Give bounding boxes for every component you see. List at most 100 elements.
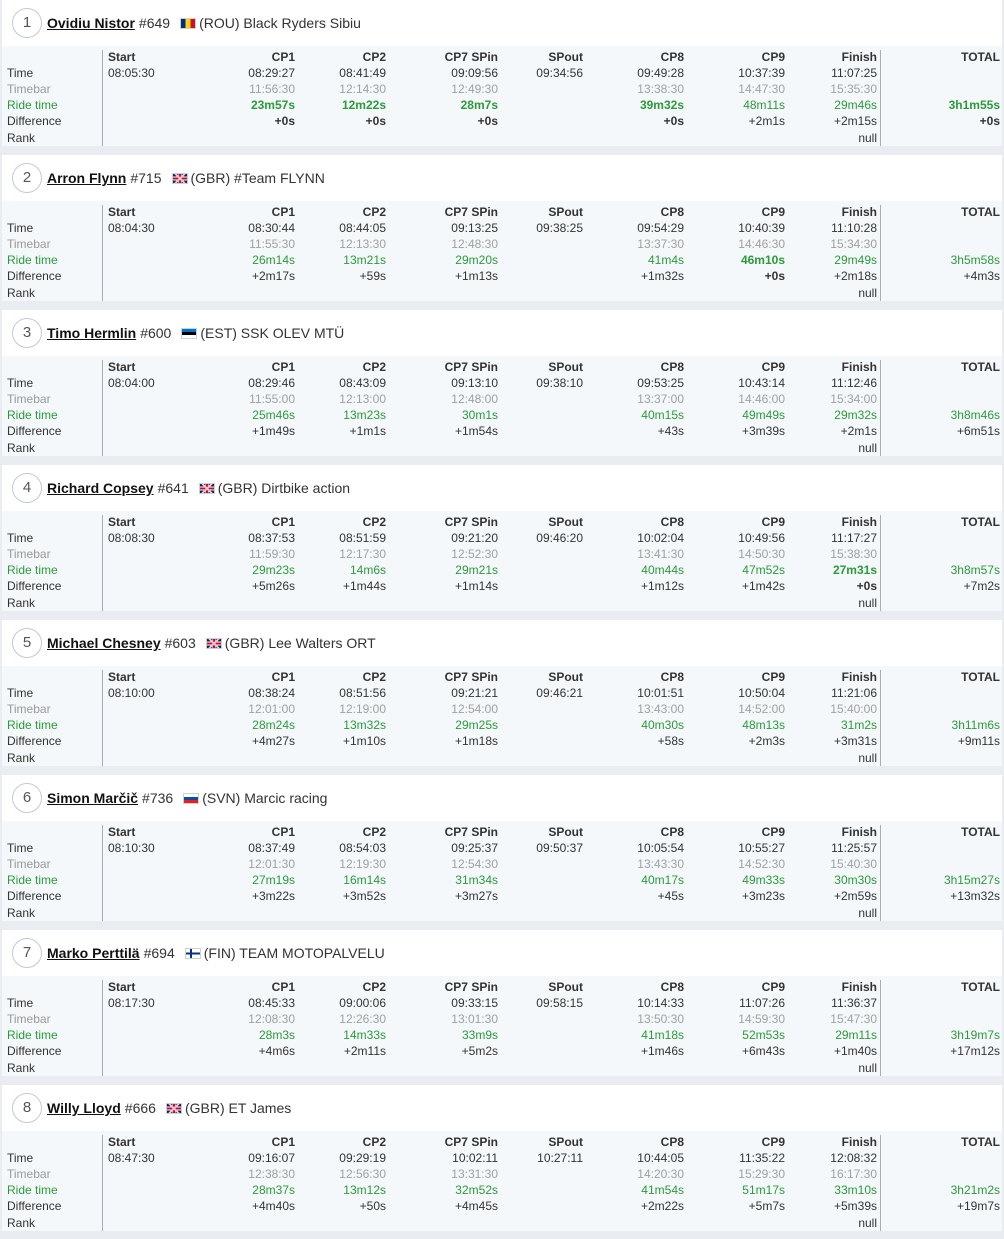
column-cp1: CP1 08:37:53 11:59:30 29m23s +5m26s [205,511,295,611]
time-value: 08:41:49 [339,66,386,80]
column-header: Finish [841,825,877,839]
ride-time-row-label: Ride time [7,563,58,577]
timebar-value: 12:13:30 [339,237,386,251]
ride-time-value: 3h21m2s [950,1183,1000,1197]
time-value: 10:40:39 [738,221,785,235]
column-header: CP2 [362,825,386,839]
difference-value: +1m32s [640,269,684,283]
difference-value: +1m46s [640,1044,684,1058]
difference-value: +9m11s [957,734,1000,748]
column-cp9: CP9 11:35:22 15:29:30 51m17s +5m7s [695,1131,785,1231]
difference-row-label: Difference [7,269,62,283]
time-value: 08:38:24 [248,686,295,700]
ride-time-value: 29m46s [834,98,877,112]
time-value: 10:44:05 [637,1151,684,1165]
rider-team: #Team FLYNN [230,170,325,186]
ride-time-value: 13m21s [343,253,386,267]
rider-name-link[interactable]: Arron Flynn [47,170,127,186]
start-column: Start 08:05:30 [108,46,188,146]
time-row-label: Time [7,686,34,700]
rider-number: #649 [138,15,171,31]
rider-number: #715 [130,170,162,186]
column-header: CP2 [362,360,386,374]
ride-time-value: 28m37s [252,1183,295,1197]
rank-value: null [858,131,877,145]
column-finish: Finish 11:17:27 15:38:30 27m31s +0s null [787,511,877,611]
ride-time-value: 14m6s [349,563,386,577]
column-header: CP2 [362,980,386,994]
divider [880,980,881,1076]
ride-time-value: 30m30s [834,873,877,887]
rider-info: Arron Flynn #715 (GBR) #Team FLYNN [47,170,325,186]
ride-time-row-label: Ride time [7,253,58,267]
timebar-value: 12:54:30 [451,857,498,871]
column-cp1: CP1 09:16:07 12:38:30 28m37s +4m40s [205,1131,295,1231]
time-value: 09:00:06 [339,996,386,1010]
results-panel: Time Timebar Ride time Difference Rank Start 0… [2,511,1002,611]
column-header: CP8 [660,515,684,529]
start-column: Start 08:08:30 [108,511,188,611]
column-cp7-spin: CP7 SPin 10:02:11 13:31:30 32m52s +4m45s [408,1131,498,1231]
ride-time-value: 3h5m58s [950,253,1000,267]
gbr-flag-icon [205,638,222,649]
start-time: 08:04:00 [108,376,155,390]
start-time: 08:17:30 [108,996,155,1010]
column-cp9: CP9 10:50:04 14:52:00 48m13s +2m3s [695,666,785,766]
rider-name-link[interactable]: Timo Hermlin [47,325,137,341]
start-header: Start [108,670,136,684]
rider-name-link[interactable]: Ovidiu Nistor [47,15,135,31]
column-spout: SPout 09:58:15 [493,976,583,1076]
time-value: 11:21:06 [831,686,877,700]
ride-time-value: 28m7s [460,98,498,112]
position-badge: 5 [12,628,42,658]
column-header: TOTAL [961,360,1000,374]
column-total: TOTAL 3h8m46s +6m51s [910,356,1000,456]
column-finish: Finish 11:10:28 15:34:30 29m49s +2m18s null [787,201,877,301]
rider-card: 4 Richard Copsey #641 (GBR) Dirtbike action… [2,465,1002,615]
rider-name-link[interactable]: Michael Chesney [47,635,161,651]
ride-time-value: 40m15s [641,408,684,422]
rider-card: 1 Ovidiu Nistor #649 (ROU) Black Ryders Sib… [2,0,1002,150]
ride-time-value: 47m52s [742,563,785,577]
rider-info: Timo Hermlin #600 (EST) SSK OLEV MTÜ [47,325,344,341]
divider [880,50,881,146]
column-header: CP8 [660,980,684,994]
rank-value: null [858,1216,877,1230]
timebar-value: 11:59:30 [249,547,295,561]
time-value: 09:21:20 [451,531,498,545]
time-value: 08:51:59 [339,531,386,545]
column-cp2: CP2 09:00:06 12:26:30 14m33s +2m11s [296,976,386,1076]
column-spout: SPout 10:27:11 [493,1131,583,1231]
column-header: CP8 [660,825,684,839]
position-badge: 3 [12,318,42,348]
timebar-row-label: Timebar [7,82,51,96]
time-value: 09:38:25 [536,221,583,235]
rider-name-link[interactable]: Marko Perttilä [47,945,140,961]
timebar-value: 14:50:30 [738,547,785,561]
difference-value: +3m22s [251,889,295,903]
rider-name-link[interactable]: Richard Copsey [47,480,154,496]
start-column: Start 08:10:30 [108,821,188,921]
column-cp8: CP8 10:01:51 13:43:00 40m30s +58s [594,666,684,766]
column-header: SPout [548,50,583,64]
time-value: 08:37:53 [248,531,295,545]
ride-time-value: 41m4s [647,253,684,267]
column-finish: Finish 11:36:37 15:47:30 29m11s +1m40s null [787,976,877,1076]
difference-value: +2m15s [833,114,877,128]
column-header: CP7 SPin [444,1135,498,1149]
column-cp8: CP8 09:49:28 13:38:30 39m32s +0s [594,46,684,146]
fin-flag-icon [184,948,201,959]
rider-name-link[interactable]: Simon Marčič [47,790,139,806]
ride-time-value: 23m57s [250,98,295,112]
timebar-row-label: Timebar [7,857,51,871]
timebar-value: 12:52:30 [451,547,498,561]
difference-value: +2m22s [640,1199,684,1213]
divider [102,515,103,611]
rider-name-link[interactable]: Willy Lloyd [47,1100,121,1116]
ride-time-value: 48m13s [742,718,785,732]
difference-value: +2m1s [840,424,877,438]
time-value: 08:54:03 [339,841,386,855]
column-cp9: CP9 10:49:56 14:50:30 47m52s +1m42s [695,511,785,611]
column-header: SPout [548,360,583,374]
difference-value: +5m39s [833,1199,877,1213]
